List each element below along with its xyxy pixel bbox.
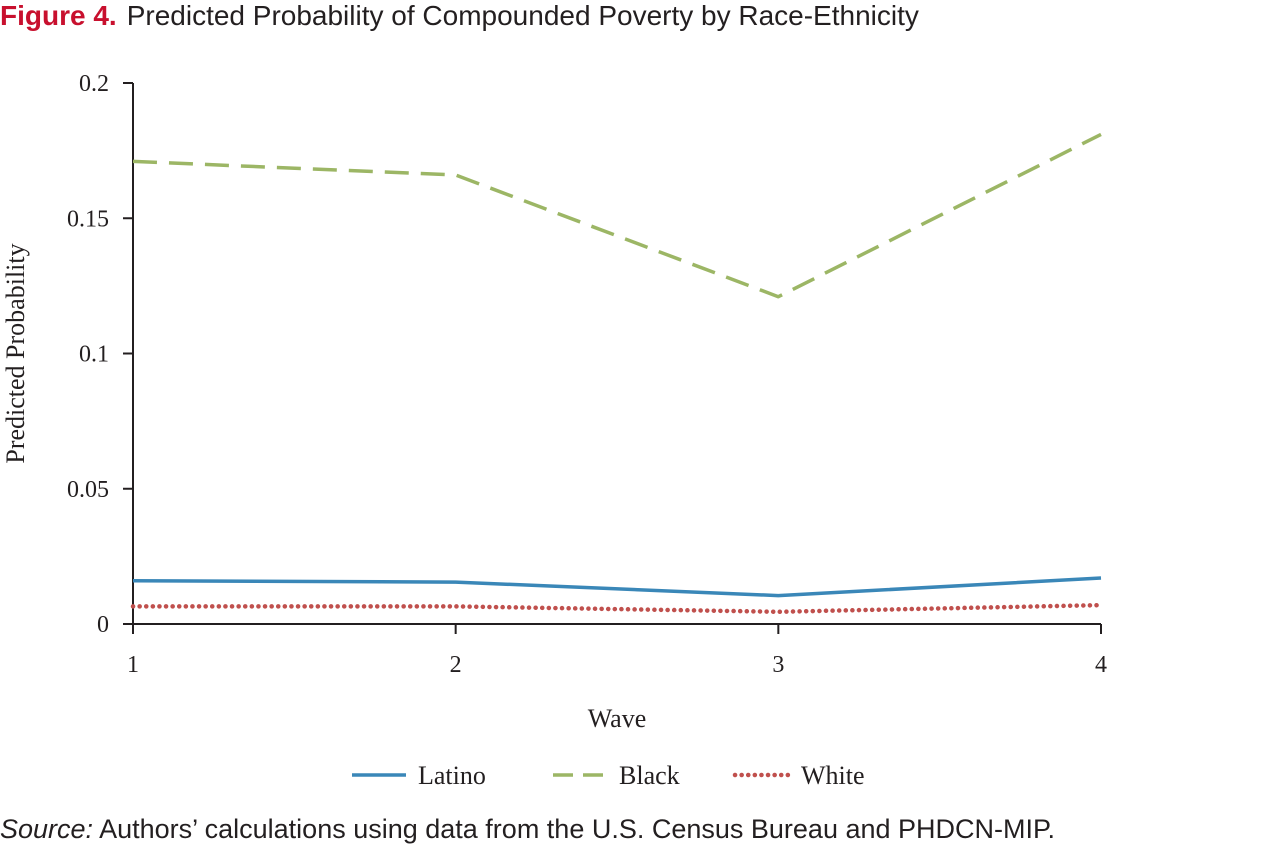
y-tick-label: 0.05 (67, 477, 109, 503)
y-tick-label: 0 (97, 612, 109, 638)
source-text: Authors’ calculations using data from th… (99, 814, 1056, 844)
legend-label-black: Black (619, 761, 680, 790)
y-axis-title: Predicted Probability (1, 243, 30, 463)
figure-title-text: Predicted Probability of Compounded Pove… (126, 0, 919, 31)
figure-title: Figure 4. Predicted Probability of Compou… (0, 0, 919, 36)
x-tick-label: 1 (127, 652, 139, 678)
x-tick-label: 4 (1095, 652, 1107, 678)
x-tick-label: 3 (772, 652, 784, 678)
legend-label-white: White (801, 761, 865, 790)
legend-label-latino: Latino (418, 761, 486, 790)
series-line-white (130, 602, 1104, 615)
x-axis-title: Wave (588, 704, 647, 733)
y-tick-label: 0.2 (79, 71, 109, 97)
line-chart: 0 0.05 0.1 0.15 0.2 1 2 3 4 Wave Predicted Probabi… (1, 71, 1107, 790)
series-line-latino (132, 576, 1102, 598)
source-note: Source: Authors’ calculations using data… (0, 812, 1055, 846)
series-line-black (132, 132, 1102, 299)
figure-label: Figure 4. (0, 0, 117, 31)
y-tick-label: 0.15 (67, 206, 109, 232)
y-tick-label: 0.1 (79, 342, 109, 368)
x-tick-label: 2 (450, 652, 462, 678)
source-label: Source: (0, 814, 94, 844)
